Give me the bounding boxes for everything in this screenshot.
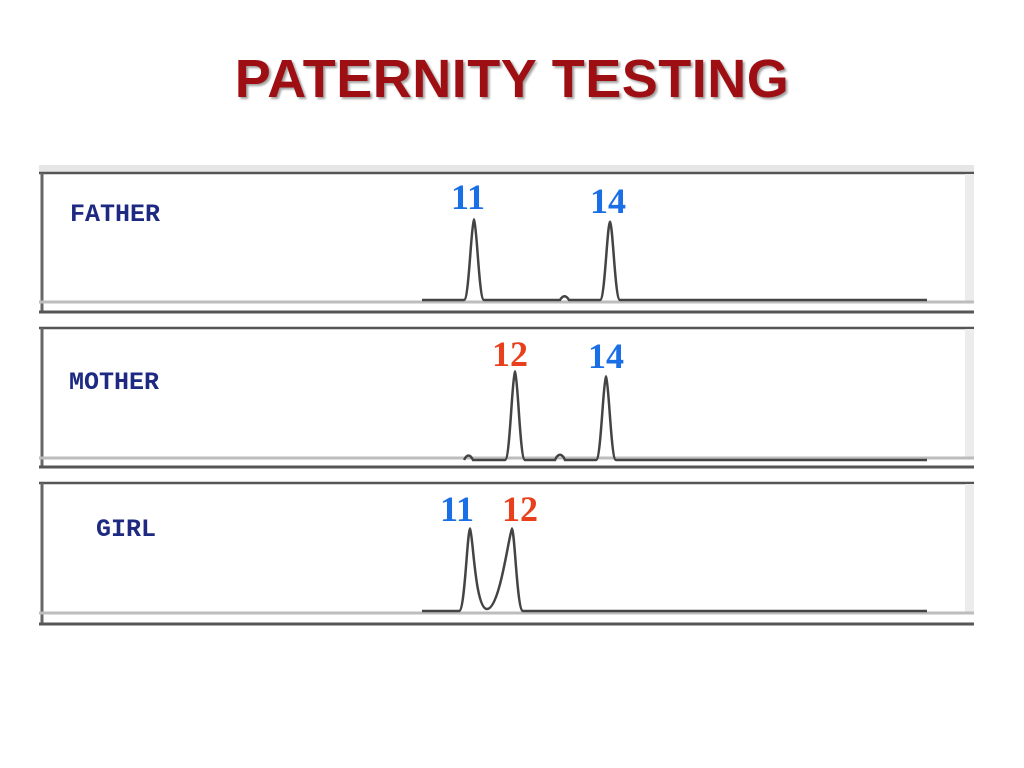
girl-trace-frame bbox=[39, 481, 974, 626]
girl-trace bbox=[422, 526, 927, 613]
person-label-girl: GIRL bbox=[96, 515, 157, 544]
slide-title: PATERNITY TESTING bbox=[234, 49, 790, 109]
allele-label-mother-14: 14 bbox=[588, 336, 624, 376]
father-trace-frame bbox=[39, 165, 974, 314]
person-label-father: FATHER bbox=[70, 200, 161, 229]
father-panel: FATHER 11 14 bbox=[39, 165, 974, 317]
allele-label-father-14: 14 bbox=[590, 181, 626, 221]
allele-label-father-11: 11 bbox=[450, 177, 486, 217]
allele-label-mother-12: 12 bbox=[492, 334, 528, 374]
mother-trace-frame bbox=[39, 326, 974, 469]
allele-label-girl-12: 12 bbox=[502, 489, 538, 529]
person-label-mother: MOTHER bbox=[69, 368, 160, 397]
father-trace bbox=[422, 217, 927, 302]
allele-label-girl-11: 11 bbox=[439, 489, 475, 529]
mother-trace bbox=[462, 369, 927, 462]
girl-panel: GIRL 11 12 bbox=[39, 477, 974, 630]
mother-panel: MOTHER 12 14 bbox=[39, 322, 974, 472]
